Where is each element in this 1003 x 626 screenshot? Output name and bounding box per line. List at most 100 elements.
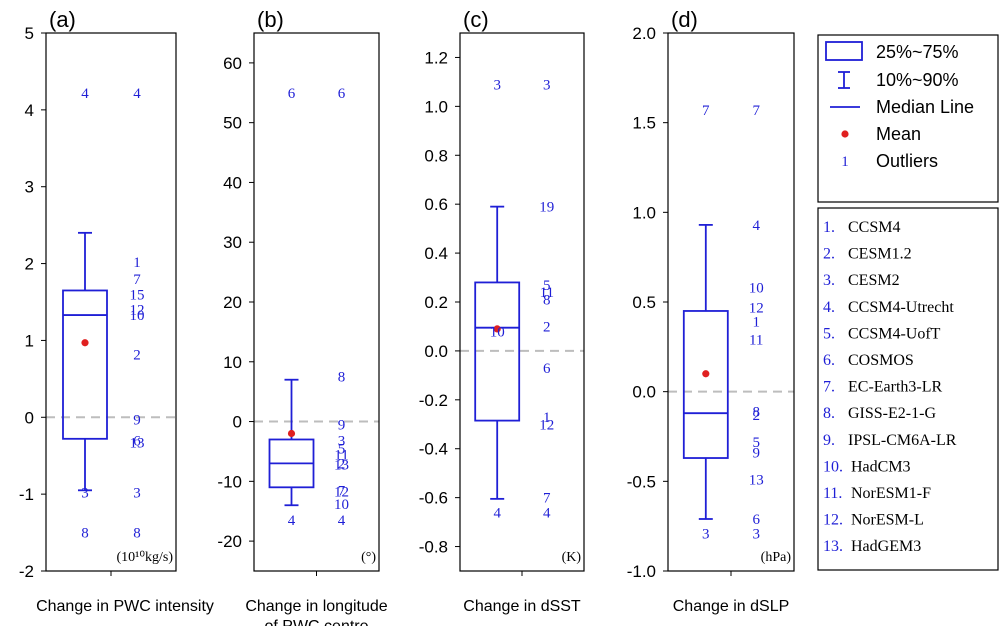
panel-label: (b) <box>257 7 284 32</box>
model-value-label: 12 <box>539 417 554 433</box>
mean-marker <box>287 429 296 438</box>
model-number: 2. <box>823 246 835 263</box>
model-value-label: 5 <box>543 278 551 294</box>
model-name: HadCM3 <box>851 458 911 475</box>
model-value-label: 2 <box>133 347 141 363</box>
model-value-label: 4 <box>752 218 760 234</box>
model-name: IPSL-CM6A-LR <box>848 432 957 449</box>
y-tick-label: -10 <box>217 472 242 491</box>
x-axis-label: Change in longitudeof PWC centre <box>245 598 387 626</box>
y-tick-label: 0.8 <box>424 146 448 165</box>
y-tick-label: 1.5 <box>632 114 656 133</box>
box-plot <box>682 223 729 520</box>
model-number: 7. <box>823 379 835 396</box>
mean-marker <box>81 339 89 347</box>
y-tick-label: 60 <box>223 54 242 73</box>
y-tick-label: 20 <box>223 293 242 312</box>
model-value-label: 6 <box>133 433 141 449</box>
model-value-label: 1 <box>543 410 551 426</box>
model-name: CCSM4-Utrecht <box>848 299 954 316</box>
outlier-label: 4 <box>493 505 501 521</box>
y-tick-label: 1.0 <box>632 203 656 222</box>
legend-median-label: Median Line <box>876 97 974 117</box>
model-name: CESM2 <box>848 272 900 289</box>
unit-label: (K) <box>562 550 582 565</box>
model-list-frame <box>817 207 999 571</box>
y-tick-label: 3 <box>25 178 34 197</box>
model-list: 1. CCSM4 2. CESM1.2 3. CESM2 4. CCSM4-Utrecht 5.… <box>817 207 999 571</box>
legend-frame <box>817 34 999 203</box>
outlier-label: 3 <box>493 77 501 93</box>
model-value-label: 8 <box>752 404 760 420</box>
y-tick-label: 1 <box>25 331 34 350</box>
box-plot <box>62 231 108 492</box>
outlier-label: 6 <box>288 86 296 102</box>
plot-frame <box>45 32 177 572</box>
outlier-label: 10 <box>490 324 505 340</box>
model-value-label: 2 <box>752 408 760 424</box>
y-tick-label: 1.0 <box>424 97 448 116</box>
model-name: HadGEM3 <box>851 538 921 555</box>
model-value-label: 6 <box>338 86 346 102</box>
model-value-label: 11 <box>334 447 348 463</box>
panel-3: -0.8 -0.6 -0.4 -0.2 0.0 0.2 0.4 0.6 0.8 1.0 1.2 (c)… <box>419 7 585 615</box>
legend-outlier-symbol: 1 <box>841 154 849 170</box>
model-number: 1. <box>823 219 835 236</box>
y-tick-label: 4 <box>25 101 34 120</box>
y-tick-label: -20 <box>217 532 242 551</box>
legend-whisker-symbol <box>838 71 850 89</box>
box-plot <box>474 205 521 500</box>
model-value-label: 2 <box>543 319 551 335</box>
legend-mean-label: Mean <box>876 124 921 144</box>
panel-4: -1.0 -0.5 0.0 0.5 1.0 1.5 2.0 (d) Change in dSLP… <box>627 7 795 615</box>
panel-label: (d) <box>671 7 698 32</box>
model-number: 3. <box>823 272 835 289</box>
model-value-label: 7 <box>338 483 346 499</box>
y-tick-label: -1 <box>19 485 34 504</box>
outlier-label: 7 <box>702 103 710 119</box>
panel-2: -20 -10 0 10 20 30 40 50 60 (b) Change in longitud… <box>217 7 387 626</box>
model-name: EC-Earth3-LR <box>848 379 943 396</box>
y-tick-label: 0.0 <box>632 383 656 402</box>
model-value-label: 8 <box>133 526 141 542</box>
model-name: CESM1.2 <box>848 246 912 263</box>
model-number: 9. <box>823 432 835 449</box>
model-value-label: 13 <box>749 473 764 489</box>
model-number: 13. <box>823 538 843 555</box>
y-tick-label: -0.8 <box>419 538 448 557</box>
model-name: COSMOS <box>848 352 914 369</box>
model-value-label: 4 <box>133 86 141 102</box>
model-value-label: 12 <box>334 484 349 500</box>
model-value-label: 8 <box>338 370 346 386</box>
y-tick-label: -0.5 <box>627 472 656 491</box>
iqr-box <box>62 289 108 440</box>
y-tick-label: 5 <box>25 24 34 43</box>
plot-frame <box>459 32 585 572</box>
y-tick-label: 50 <box>223 114 242 133</box>
model-number: 4. <box>823 299 835 316</box>
panel-label: (c) <box>463 7 489 32</box>
unit-label: (hPa) <box>761 550 792 565</box>
model-value-label: 11 <box>749 333 763 349</box>
model-value-label: 7 <box>543 491 551 507</box>
iqr-box <box>682 310 729 459</box>
model-name: CCSM4-UofT <box>848 325 941 342</box>
model-value-label: 9 <box>752 446 760 462</box>
model-value-label: 13 <box>334 458 349 474</box>
legend-outliers-label: Outliers <box>876 151 938 171</box>
outlier-label: 3 <box>81 486 89 502</box>
model-number: 6. <box>823 352 835 369</box>
model-value-label: 10 <box>749 281 764 297</box>
y-tick-label: 40 <box>223 173 242 192</box>
legend-box-label: 25%~75% <box>876 42 959 62</box>
model-value-label: 3 <box>338 434 346 450</box>
y-tick-label: -0.4 <box>419 440 448 459</box>
model-value-label: 10 <box>130 308 145 324</box>
y-tick-label: 0.6 <box>424 195 448 214</box>
model-value-label: 7 <box>133 272 141 288</box>
model-value-label: 2 <box>338 456 346 472</box>
legend: 25%~75% 10%~90% Median Line Mean 1 Outli… <box>817 34 999 203</box>
outlier-label: 8 <box>81 526 89 542</box>
y-tick-label: 0 <box>233 413 242 432</box>
